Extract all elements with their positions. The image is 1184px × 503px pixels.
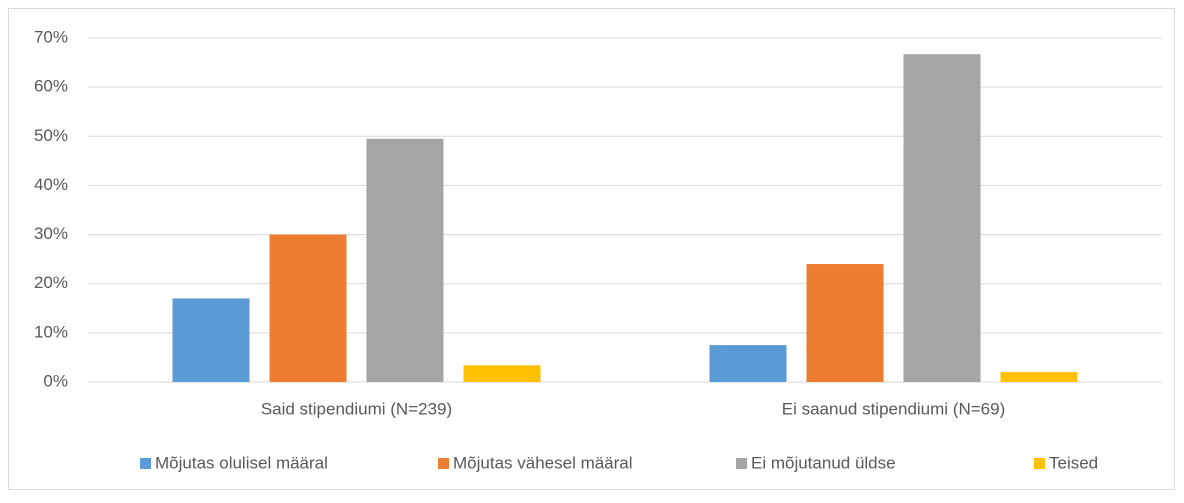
y-tick-label: 0%	[43, 371, 68, 390]
bar	[269, 234, 347, 382]
bar	[463, 365, 541, 382]
bar	[1000, 372, 1078, 382]
legend-label: Mõjutas vähesel määral	[453, 453, 633, 472]
legend-label: Mõjutas olulisel määral	[155, 453, 328, 472]
legend-swatch	[736, 458, 747, 469]
bar	[709, 345, 787, 382]
legend-label: Ei mõjutanud üldse	[751, 453, 896, 472]
y-tick-label: 30%	[34, 224, 68, 243]
y-tick-label: 20%	[34, 273, 68, 292]
y-tick-label: 40%	[34, 175, 68, 194]
y-tick-label: 50%	[34, 126, 68, 145]
legend-label: Teised	[1049, 453, 1098, 472]
x-tick-label: Ei saanud stipendiumi (N=69)	[782, 399, 1005, 418]
legend-swatch	[140, 458, 151, 469]
legend-swatch	[1034, 458, 1045, 469]
bar	[366, 138, 444, 382]
y-tick-label: 60%	[34, 77, 68, 96]
legend-swatch	[438, 458, 449, 469]
x-tick-label: Said stipendiumi (N=239)	[261, 399, 452, 418]
bar	[903, 54, 981, 383]
y-tick-label: 10%	[34, 322, 68, 341]
bar	[172, 298, 250, 382]
bar	[806, 264, 884, 382]
y-tick-label: 70%	[34, 27, 68, 46]
